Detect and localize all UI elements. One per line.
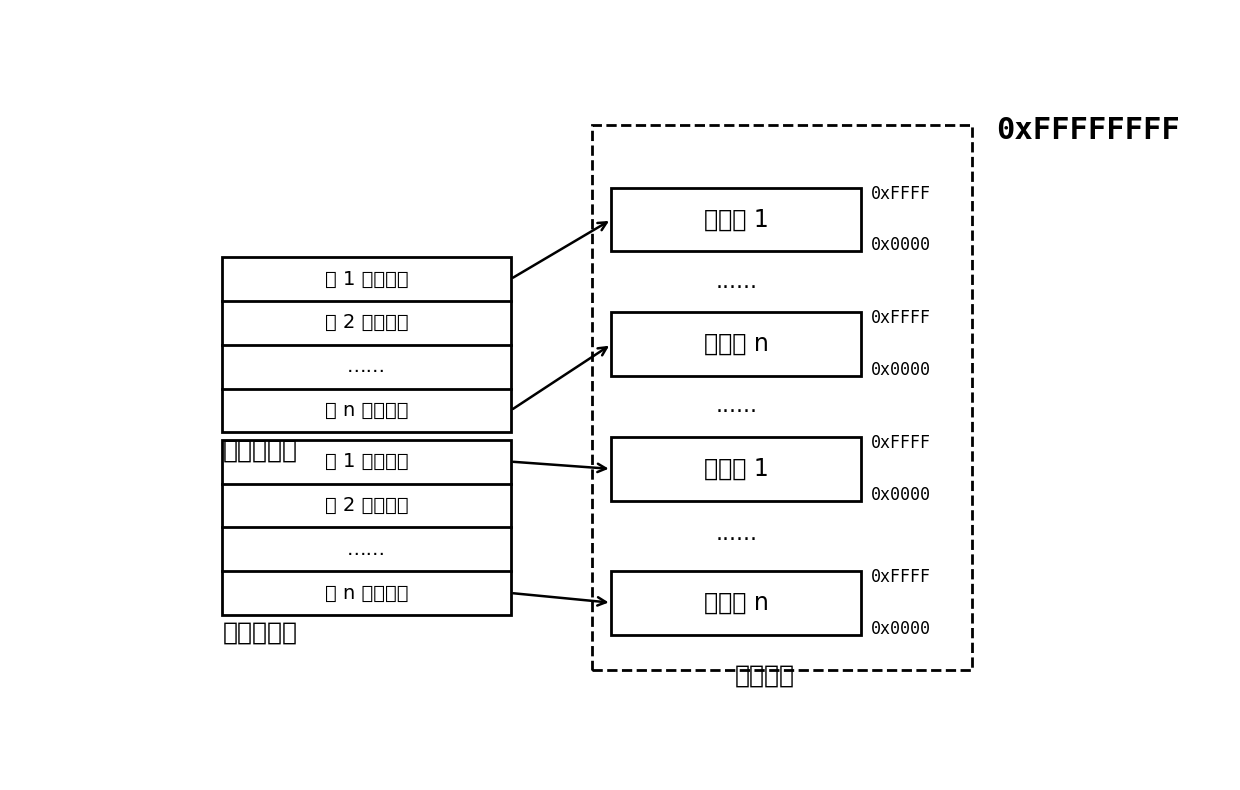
- FancyBboxPatch shape: [222, 440, 511, 615]
- Text: 段 2 起始地址: 段 2 起始地址: [325, 314, 408, 333]
- Text: 段 n 起始地址: 段 n 起始地址: [325, 584, 408, 603]
- Text: 数据段 1: 数据段 1: [704, 457, 769, 481]
- Text: 段 2 起始地址: 段 2 起始地址: [325, 496, 408, 515]
- Text: 0x0000: 0x0000: [870, 486, 931, 504]
- Text: ......: ......: [715, 272, 758, 292]
- Text: 0x0000: 0x0000: [870, 361, 931, 379]
- FancyBboxPatch shape: [611, 187, 862, 251]
- FancyBboxPatch shape: [593, 125, 972, 670]
- Text: 0xFFFF: 0xFFFF: [870, 434, 931, 452]
- Text: ......: ......: [715, 397, 758, 416]
- Text: 段 1 起始地址: 段 1 起始地址: [325, 269, 408, 288]
- Text: 0xFFFFFFFF: 0xFFFFFFFF: [996, 116, 1179, 145]
- Text: ……: ……: [347, 357, 386, 376]
- Text: 0x0000: 0x0000: [870, 619, 931, 638]
- Text: 段 n 起始地址: 段 n 起始地址: [325, 401, 408, 420]
- Text: 0x0000: 0x0000: [870, 236, 931, 254]
- Text: 0xFFFF: 0xFFFF: [870, 185, 931, 202]
- Text: 0xFFFF: 0xFFFF: [870, 568, 931, 585]
- Text: ……: ……: [347, 540, 386, 559]
- Text: 段 1 起始地址: 段 1 起始地址: [325, 452, 408, 471]
- Text: 0xFFFF: 0xFFFF: [870, 309, 931, 327]
- FancyBboxPatch shape: [611, 312, 862, 376]
- FancyBboxPatch shape: [611, 437, 862, 501]
- Text: 数据段段表: 数据段段表: [222, 621, 298, 645]
- FancyBboxPatch shape: [611, 571, 862, 634]
- Text: 物理地址: 物理地址: [735, 664, 795, 688]
- Text: 指令段 n: 指令段 n: [704, 333, 769, 356]
- Text: 指令段段表: 指令段段表: [222, 438, 298, 462]
- FancyBboxPatch shape: [222, 258, 511, 432]
- Text: 数据段 n: 数据段 n: [704, 591, 769, 615]
- Text: 指令段 1: 指令段 1: [704, 208, 769, 231]
- Text: ......: ......: [715, 524, 758, 544]
